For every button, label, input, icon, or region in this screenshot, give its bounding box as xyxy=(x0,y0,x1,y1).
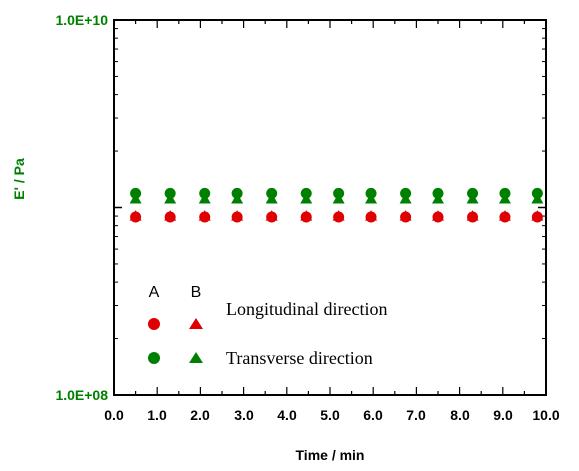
x-axis-label: Time / min xyxy=(296,447,365,463)
data-points xyxy=(129,187,544,223)
x-tick-label: 6.0 xyxy=(363,407,383,423)
data-point-triangle xyxy=(332,210,345,221)
data-point-triangle xyxy=(466,193,479,204)
x-tick-label: 1.0 xyxy=(147,407,167,423)
data-point-triangle xyxy=(498,210,511,221)
legend-header-a: A xyxy=(149,284,160,301)
data-point-triangle xyxy=(332,193,345,204)
data-point-triangle xyxy=(231,193,244,204)
data-point-triangle xyxy=(265,193,278,204)
x-tick-label: 2.0 xyxy=(190,407,210,423)
data-point-triangle xyxy=(399,193,412,204)
x-tick-label: 9.0 xyxy=(493,407,513,423)
legend-marker-longitudinal-a xyxy=(148,318,160,330)
data-point-triangle xyxy=(432,193,444,204)
data-point-triangle xyxy=(265,210,278,221)
data-point-triangle xyxy=(531,210,544,221)
y-tick-label-bottom: 1.0E+08 xyxy=(55,387,108,403)
data-point-triangle xyxy=(129,193,142,204)
y-tick-label-top: 1.0E+10 xyxy=(55,12,108,28)
legend-label-transverse: Transverse direction xyxy=(226,348,373,368)
data-point-triangle xyxy=(399,210,412,221)
legend-marker-transverse-b xyxy=(189,352,203,363)
x-tick-label: 4.0 xyxy=(277,407,297,423)
legend-header-b: B xyxy=(191,284,202,301)
y-axis-ticks xyxy=(114,19,546,396)
legend-marker-transverse-a xyxy=(148,352,160,364)
data-point-triangle xyxy=(300,210,313,221)
data-point-triangle xyxy=(164,193,177,204)
data-point-triangle xyxy=(164,210,177,221)
x-tick-label: 10.0 xyxy=(532,407,559,423)
x-axis-ticks xyxy=(113,20,547,395)
x-tick-label: 8.0 xyxy=(450,407,470,423)
data-point-triangle xyxy=(531,193,544,204)
y-axis-label: E' / Pa xyxy=(11,158,27,200)
data-point-triangle xyxy=(300,193,313,204)
plot-frame xyxy=(113,19,547,396)
data-point-triangle xyxy=(198,193,211,204)
data-point-triangle xyxy=(432,210,444,221)
data-point-triangle xyxy=(129,210,142,221)
x-tick-label: 7.0 xyxy=(406,407,426,423)
legend-marker-longitudinal-b xyxy=(189,318,203,329)
data-point-triangle xyxy=(365,210,378,221)
legend: A B Longitudinal direction Transverse di… xyxy=(148,284,387,368)
data-point-triangle xyxy=(365,193,378,204)
data-point-triangle xyxy=(198,210,211,221)
data-point-triangle xyxy=(498,193,511,204)
legend-label-longitudinal: Longitudinal direction xyxy=(226,299,387,319)
x-tick-label: 3.0 xyxy=(234,407,254,423)
data-point-triangle xyxy=(231,210,244,221)
x-tick-label: 5.0 xyxy=(320,407,340,423)
data-point-triangle xyxy=(466,210,479,221)
x-tick-label: 0.0 xyxy=(104,407,124,423)
